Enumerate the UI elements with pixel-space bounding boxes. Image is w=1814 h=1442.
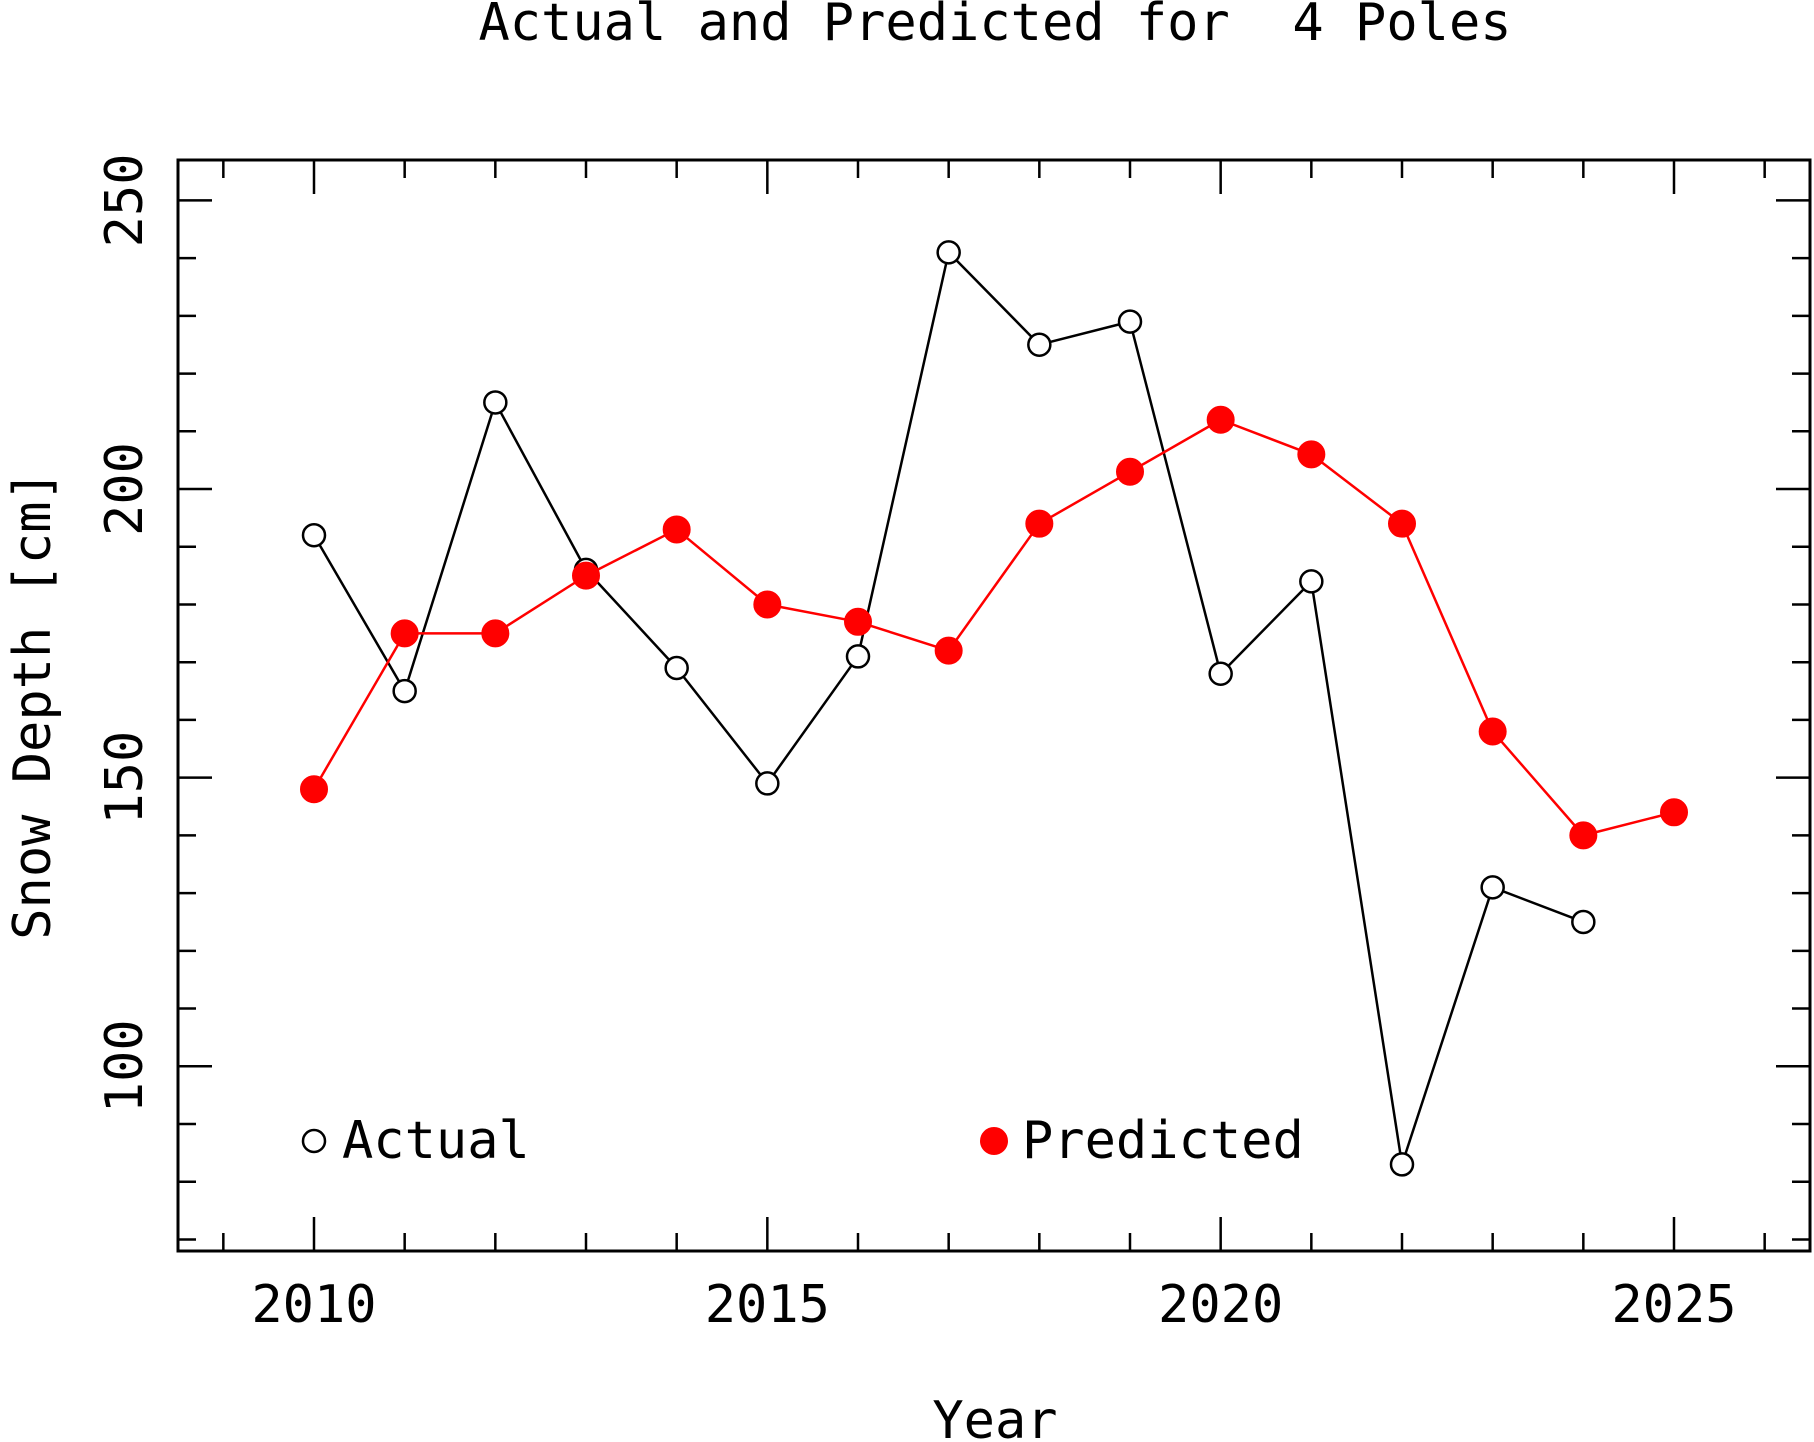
chart-title: Actual and Predicted for 4 Poles xyxy=(478,0,1511,53)
data-point-actual xyxy=(1571,909,1596,935)
data-point-predicted xyxy=(1025,509,1054,538)
x-tick-label: 2020 xyxy=(1158,1275,1283,1335)
data-point-actual xyxy=(1480,875,1505,900)
plot-area: 2010 2015 2020 2025 100 150 200 250 xyxy=(95,153,1812,1335)
data-point-predicted xyxy=(934,636,963,665)
x-tick-label: 2025 xyxy=(1611,1275,1736,1335)
series-line-predicted xyxy=(312,418,1675,837)
data-point-actual xyxy=(1208,661,1233,687)
y-tick-label: 150 xyxy=(95,731,155,825)
data-point-predicted xyxy=(572,561,600,590)
data-point-predicted xyxy=(390,619,419,648)
data-point-predicted xyxy=(662,515,691,544)
y-axis-label: Snow Depth [cm] xyxy=(3,470,63,940)
x-tick-label: 2015 xyxy=(705,1275,830,1335)
series-line-actual xyxy=(312,251,1584,1166)
y-tick-label: 250 xyxy=(95,153,155,247)
data-point-actual xyxy=(755,771,780,796)
legend-actual-label: Actual xyxy=(342,1111,530,1171)
axis-tick-labels: 2010 2015 2020 2025 100 150 200 250 xyxy=(95,153,1737,1335)
x-axis-label: Year xyxy=(932,1391,1057,1442)
x-tick-label: 2010 xyxy=(251,1275,376,1335)
y-tick-label: 100 xyxy=(95,1019,155,1113)
legend-predicted-marker xyxy=(980,1127,1008,1155)
series-predicted xyxy=(300,405,1688,850)
series-layer xyxy=(300,240,1688,1177)
data-point-actual xyxy=(392,678,417,704)
series-actual xyxy=(301,240,1596,1177)
y-tick-label: 200 xyxy=(95,442,155,536)
data-point-predicted xyxy=(844,607,872,636)
legend-predicted-label: Predicted xyxy=(1022,1111,1304,1171)
plot-frame xyxy=(176,158,1812,1253)
data-point-actual xyxy=(483,390,508,415)
data-point-predicted xyxy=(1116,457,1144,486)
data-point-actual xyxy=(845,644,871,669)
data-point-predicted xyxy=(1569,821,1598,850)
data-point-predicted xyxy=(481,619,510,648)
data-point-actual xyxy=(1117,309,1143,334)
data-point-actual xyxy=(1027,332,1052,357)
legend-item-actual: Actual xyxy=(301,1111,530,1171)
data-point-actual xyxy=(301,522,327,548)
data-point-predicted xyxy=(1388,509,1416,538)
data-point-predicted xyxy=(1660,798,1688,827)
data-point-actual xyxy=(664,655,689,681)
data-point-predicted xyxy=(300,775,328,804)
data-point-actual xyxy=(936,240,961,265)
data-point-predicted xyxy=(1478,717,1507,746)
data-point-actual xyxy=(1389,1152,1415,1177)
data-point-predicted xyxy=(1206,405,1235,434)
legend-item-predicted: Predicted xyxy=(980,1111,1304,1171)
legend-actual-marker xyxy=(301,1128,327,1154)
data-point-predicted xyxy=(753,590,782,619)
data-point-predicted xyxy=(1297,440,1326,469)
legend: Actual Predicted xyxy=(301,1111,1304,1171)
axis-ticks xyxy=(178,160,1810,1251)
data-point-actual xyxy=(1299,569,1324,594)
